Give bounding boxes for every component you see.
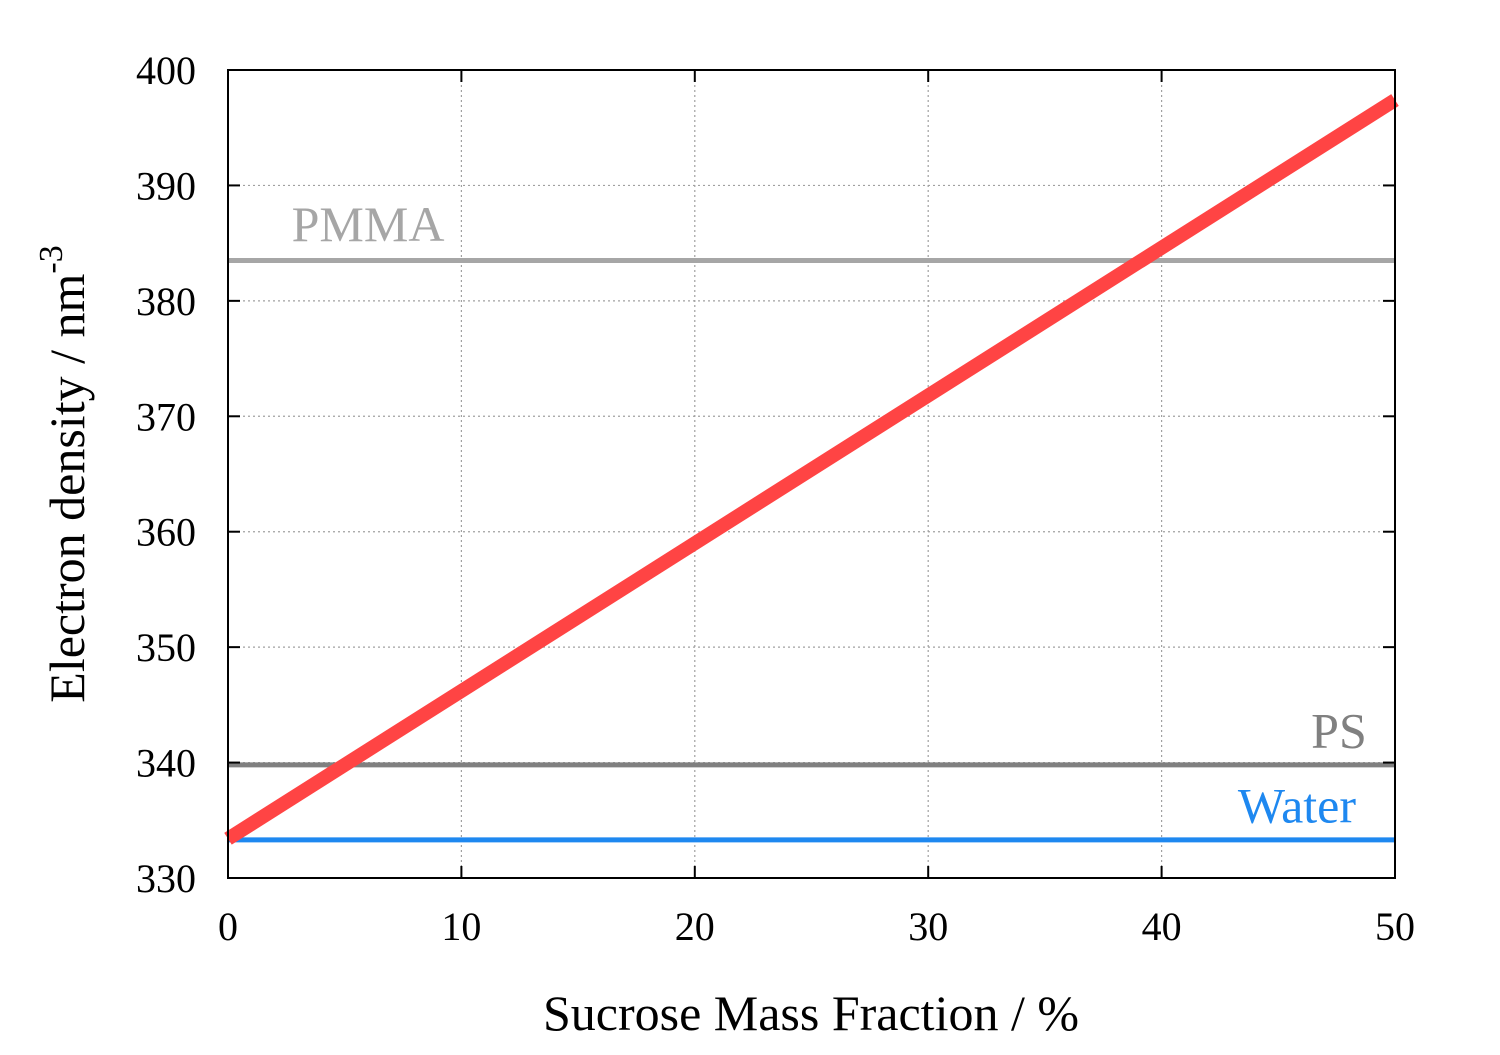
y-tick-label: 340 bbox=[136, 741, 196, 786]
sucrose-density-line bbox=[224, 94, 1399, 845]
x-tick-label: 50 bbox=[1375, 904, 1415, 949]
x-tick-label: 40 bbox=[1142, 904, 1182, 949]
x-tick-label: 0 bbox=[218, 904, 238, 949]
y-tick-label: 380 bbox=[136, 279, 196, 324]
x-tick-label: 20 bbox=[675, 904, 715, 949]
y-axis-label-text: Electron density / nm bbox=[39, 274, 95, 703]
y-axis-label-superscript: -3 bbox=[33, 245, 70, 273]
series-label-water: Water bbox=[1238, 778, 1356, 834]
series-lines bbox=[224, 94, 1399, 845]
y-tick-label: 360 bbox=[136, 510, 196, 555]
ticks: 0 10 20 30 40 50 330 340 350 360 370 380 390 400 bbox=[136, 48, 1415, 949]
x-axis-label: Sucrose Mass Fraction / % bbox=[543, 985, 1079, 1041]
x-tick-label: 10 bbox=[441, 904, 481, 949]
y-axis-label: Electron density / nm-3 bbox=[33, 245, 95, 702]
series-labels: PMMA PS Water bbox=[292, 196, 1367, 834]
plot-frame bbox=[227, 69, 1396, 879]
x-tick-label: 30 bbox=[908, 904, 948, 949]
y-tick-label: 350 bbox=[136, 625, 196, 670]
y-tick-label: 370 bbox=[136, 394, 196, 439]
series-label-pmma: PMMA bbox=[292, 196, 445, 252]
y-tick-label: 330 bbox=[136, 856, 196, 901]
y-tick-label: 390 bbox=[136, 163, 196, 208]
y-tick-label: 400 bbox=[136, 48, 196, 93]
series-label-ps: PS bbox=[1311, 703, 1367, 759]
